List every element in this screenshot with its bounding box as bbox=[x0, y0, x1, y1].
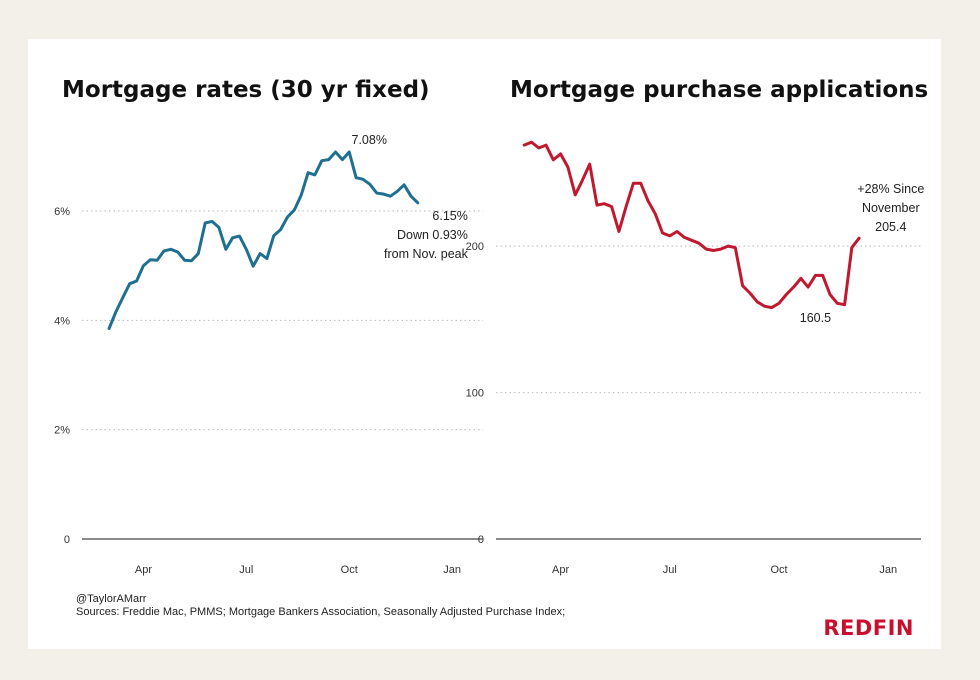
left-x-tick-label: Oct bbox=[341, 564, 358, 576]
left-chart: 0 2% 4% 6% Apr Jul Oct Jan 7.08% 6.15% Down 0.93% f… bbox=[54, 133, 483, 576]
footer-handle: @TaylorAMarr bbox=[76, 593, 147, 605]
left-x-tick-label: Jul bbox=[239, 564, 253, 576]
right-series-line bbox=[522, 140, 861, 310]
right-x-tick-label: Jul bbox=[663, 564, 677, 576]
right-y-tick-label: 200 bbox=[466, 241, 484, 253]
redfin-logo: REDFIN bbox=[823, 616, 914, 640]
right-x-tick-label: Oct bbox=[770, 564, 787, 576]
right-y-tick-label: 0 bbox=[478, 534, 484, 546]
chart-card: Mortgage rates (30 yr fixed) Mortgage pu… bbox=[28, 39, 941, 649]
left-annotation-line: 6.15% bbox=[432, 209, 467, 223]
left-y-tick-label: 0 bbox=[64, 534, 70, 546]
left-annotation-peak: 7.08% bbox=[352, 133, 387, 147]
right-y-tick-label: 100 bbox=[466, 388, 484, 400]
left-annotation-line: from Nov. peak bbox=[384, 247, 469, 261]
left-chart-title: Mortgage rates (30 yr fixed) bbox=[62, 77, 430, 103]
left-y-tick-label: 6% bbox=[54, 206, 70, 218]
charts-svg: Mortgage rates (30 yr fixed) Mortgage pu… bbox=[54, 77, 928, 640]
right-annotation-line: November bbox=[862, 201, 920, 215]
right-chart: 0 100 200 Apr Jul Oct Jan 160.5 +28% Since Novemb… bbox=[466, 140, 924, 576]
left-y-tick-label: 2% bbox=[54, 425, 70, 437]
right-x-tick-label: Apr bbox=[552, 564, 569, 576]
left-x-tick-label: Apr bbox=[135, 564, 152, 576]
right-chart-title: Mortgage purchase applications bbox=[510, 77, 928, 103]
right-annotation-line: +28% Since bbox=[857, 182, 924, 196]
left-y-tick-label: 4% bbox=[54, 315, 70, 327]
left-annotation-line: Down 0.93% bbox=[397, 228, 468, 242]
footer-sources: Sources: Freddie Mac, PMMS; Mortgage Ban… bbox=[76, 606, 565, 618]
right-x-tick-label: Jan bbox=[879, 564, 897, 576]
right-annotation-peak: 160.5 bbox=[800, 311, 831, 325]
left-x-tick-label: Jan bbox=[443, 564, 461, 576]
right-annotation-line: 205.4 bbox=[875, 220, 906, 234]
left-series-line bbox=[107, 150, 420, 330]
